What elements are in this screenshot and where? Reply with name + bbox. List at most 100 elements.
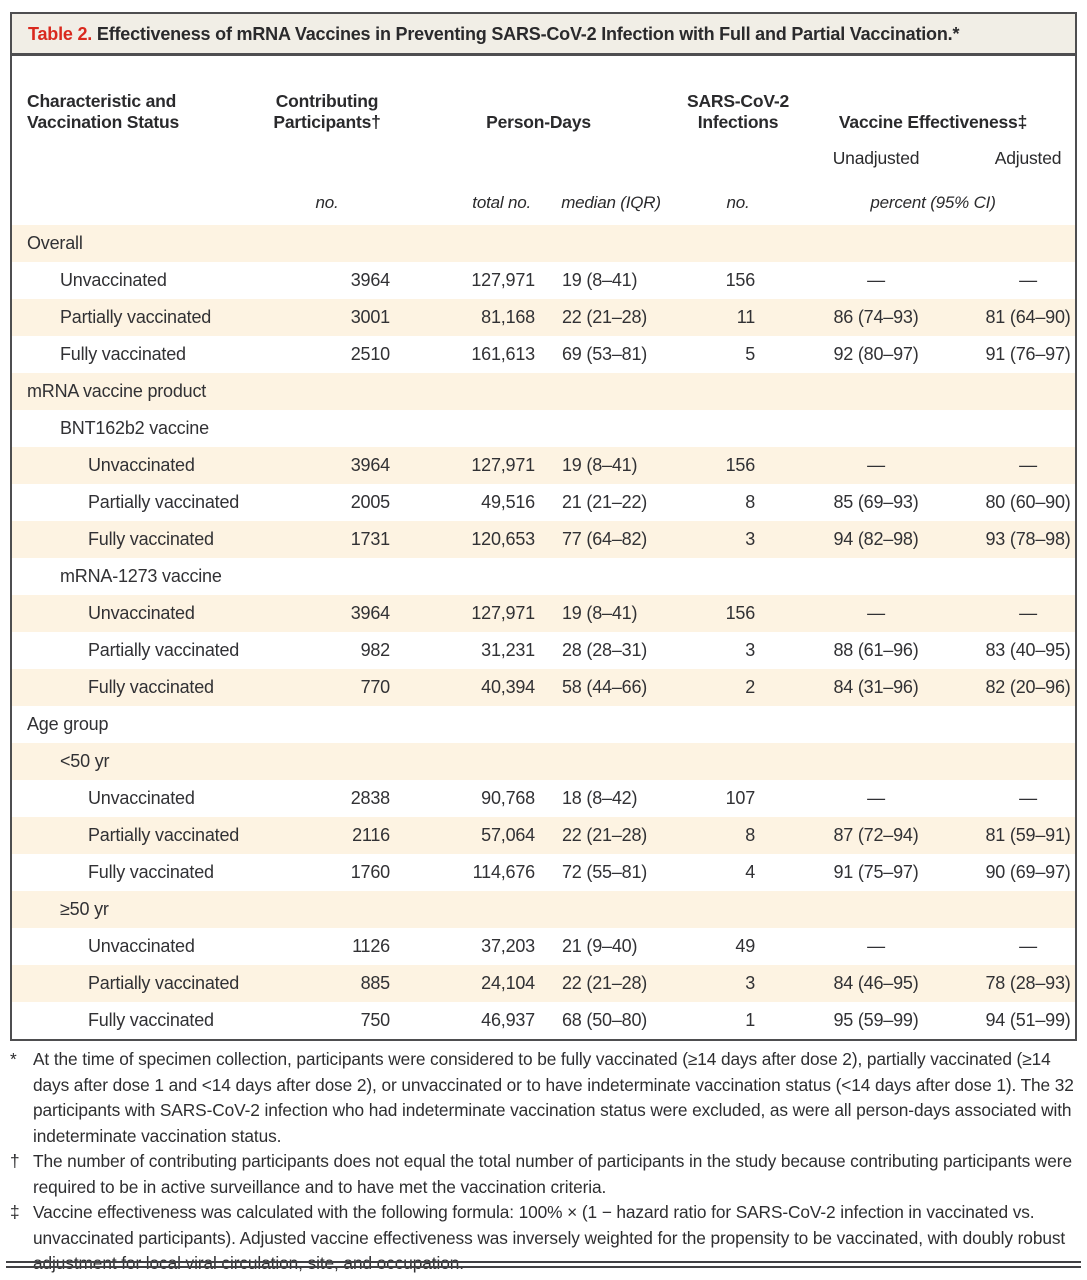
row-label: mRNA vaccine product (27, 381, 207, 401)
footnotes: * At the time of specimen collection, par… (10, 1047, 1079, 1277)
adjusted-cell (961, 743, 1075, 780)
units-person-days-total: total no. (472, 193, 531, 212)
table-header: Characteristic and Vaccination Status Co… (12, 56, 1075, 225)
units-effectiveness: percent (95% CI) (870, 193, 996, 212)
unadjusted-cell: 94 (82–98) (833, 529, 919, 549)
adjusted-cell: 94 (51–99) (985, 1010, 1071, 1030)
column-header-adjusted: Adjusted (994, 148, 1062, 168)
infections-cell (685, 743, 791, 780)
adjusted-cell (961, 891, 1075, 928)
infections-cell: 49 (735, 936, 756, 956)
participants-cell: 3964 (350, 455, 390, 475)
total-cell: 114,676 (472, 862, 536, 882)
units-participants: no. (315, 193, 339, 212)
median-cell: 21 (9–40) (562, 936, 638, 956)
table-row: BNT162b2 vaccine (12, 410, 1075, 447)
participants-cell: 750 (360, 1010, 391, 1030)
unadjusted-cell: — (867, 788, 885, 808)
infections-cell (685, 558, 791, 595)
row-label: Fully vaccinated (60, 344, 186, 364)
median-cell: 22 (21–28) (562, 973, 648, 993)
participants-cell: 982 (360, 640, 391, 660)
table-row: Partially vaccinated 982 31,231 28 (28–31) 3… (12, 632, 1075, 669)
table-row: Fully vaccinated 2510 161,613 69 (53–81) 5 92… (12, 336, 1075, 373)
table-row: Fully vaccinated 1731 120,653 77 (64–82) 3 94… (12, 521, 1076, 558)
row-label: BNT162b2 vaccine (60, 418, 209, 438)
participants-cell: 1126 (352, 936, 390, 956)
footnote-marker: * (10, 1049, 17, 1069)
footnote-text: At the time of specimen collection, part… (33, 1049, 1074, 1146)
total-cell (392, 225, 537, 262)
participants-cell (262, 743, 392, 780)
unadjusted-cell: 95 (59–99) (833, 1010, 919, 1030)
bottom-double-rule (6, 1261, 1081, 1268)
column-header-person-days: Person-Days (486, 112, 591, 132)
table-row: Fully vaccinated 1760 114,676 72 (55–81) 4 91… (12, 854, 1075, 891)
infections-cell: 8 (745, 492, 756, 512)
infections-cell (685, 410, 791, 447)
total-cell (392, 891, 537, 928)
median-cell: 68 (50–80) (562, 1010, 648, 1030)
total-cell: 24,104 (481, 973, 535, 993)
unadjusted-cell: 92 (80–97) (833, 344, 919, 364)
unadjusted-cell: 84 (46–95) (833, 973, 919, 993)
participants-cell: 3001 (350, 307, 390, 327)
total-cell (392, 373, 537, 410)
row-label: Partially vaccinated (60, 307, 212, 327)
header-row-adjustment: Unadjusted Adjusted (12, 136, 1075, 178)
adjusted-cell: 81 (64–90) (985, 307, 1071, 327)
median-cell: 19 (8–41) (562, 270, 638, 290)
participants-cell: 1731 (350, 529, 390, 549)
adjusted-cell: — (1019, 936, 1037, 956)
adjusted-cell: 83 (40–95) (985, 640, 1071, 660)
infections-cell: 3 (745, 529, 756, 549)
participants-cell (262, 410, 392, 447)
infections-cell: 156 (725, 270, 756, 290)
infections-cell: 3 (745, 973, 756, 993)
row-label: Fully vaccinated (88, 529, 214, 549)
footnote-text: Vaccine effectiveness was calculated wit… (33, 1202, 1066, 1273)
participants-cell: 2510 (350, 344, 390, 364)
table-row: Partially vaccinated 2116 57,064 22 (21–28)… (12, 817, 1076, 854)
total-cell: 40,394 (481, 677, 535, 697)
adjusted-cell: — (1019, 603, 1037, 623)
participants-cell: 2005 (350, 492, 390, 512)
unadjusted-cell: — (867, 603, 885, 623)
total-cell (392, 558, 537, 595)
infections-cell: 11 (736, 307, 756, 327)
row-label: Partially vaccinated (88, 492, 240, 512)
participants-cell (262, 706, 392, 743)
participants-cell: 1760 (350, 862, 390, 882)
unadjusted-cell (791, 706, 961, 743)
infections-cell (685, 706, 791, 743)
total-cell: 127,971 (471, 270, 535, 290)
row-label: Partially vaccinated (88, 973, 240, 993)
table-row: Unvaccinated 3964 127,971 19 (8–41) 156 — — (12, 595, 1076, 632)
total-cell (392, 410, 537, 447)
median-cell (537, 558, 685, 595)
table-row: Fully vaccinated 750 46,937 68 (50–80) 1 95 (… (12, 1002, 1075, 1039)
table-row: Overall (12, 225, 1076, 262)
row-label: Unvaccinated (60, 270, 167, 290)
adjusted-cell (961, 410, 1075, 447)
footnote-marker: ‡ (10, 1202, 20, 1222)
column-header-participants: Contributing Participants† (273, 91, 381, 132)
adjusted-cell: 90 (69–97) (985, 862, 1071, 882)
unadjusted-cell: 88 (61–96) (833, 640, 919, 660)
infections-cell: 1 (745, 1010, 756, 1030)
median-cell (537, 373, 685, 410)
median-cell: 18 (8–42) (562, 788, 638, 808)
header-row-main: Characteristic and Vaccination Status Co… (12, 56, 1075, 136)
table-row: ≥50 yr (12, 891, 1076, 928)
table-body: Overall Unvaccinated 3964 127,971 19 (8–41) 1… (12, 225, 1076, 1039)
infections-cell: 8 (745, 825, 756, 845)
footnote-text: The number of contributing participants … (33, 1151, 1072, 1197)
row-label: Partially vaccinated (88, 640, 240, 660)
row-label: Fully vaccinated (88, 677, 214, 697)
infections-cell: 156 (725, 455, 756, 475)
total-cell: 127,971 (471, 455, 535, 475)
column-header-unadjusted: Unadjusted (832, 148, 920, 168)
row-label: Partially vaccinated (88, 825, 240, 845)
row-label: <50 yr (60, 751, 110, 771)
participants-cell (262, 225, 392, 262)
